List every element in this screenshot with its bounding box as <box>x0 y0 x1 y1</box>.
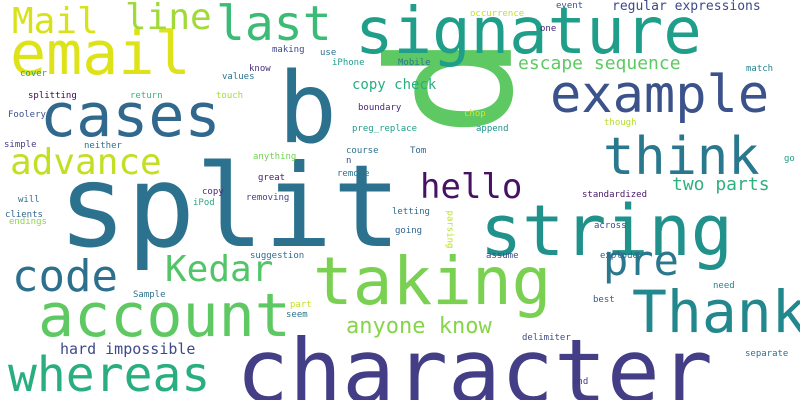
word-match: match <box>746 64 774 74</box>
word-b: b <box>278 52 338 166</box>
word-anything: anything <box>253 152 297 162</box>
word-email: email <box>10 19 191 89</box>
word-suggestion: suggestion <box>250 251 305 261</box>
word-two-parts: two parts <box>672 174 770 195</box>
word-anyone-know: anyone know <box>346 314 492 339</box>
word-clients: clients <box>5 210 43 220</box>
word-hello: hello <box>420 167 523 207</box>
word-signature: signature <box>355 0 702 69</box>
word-chop: chop <box>464 109 486 119</box>
word-string: string <box>480 190 733 272</box>
word-think: think <box>603 127 760 187</box>
word-copy-check: copy check <box>352 77 437 93</box>
word-thank: Thank <box>632 278 800 346</box>
word-touch: touch <box>216 91 244 101</box>
word-seem: seem <box>286 310 308 320</box>
word-letting: letting <box>392 207 430 217</box>
word-example: example <box>550 65 770 125</box>
word-delimiter: delimiter <box>522 333 571 343</box>
word-pre: pre <box>603 236 679 285</box>
word-n: n <box>346 156 352 166</box>
word-append: append <box>476 124 509 134</box>
word-iphone: iPhone <box>332 58 365 68</box>
word-mobile: Mobile <box>398 58 431 68</box>
word-one: one <box>540 24 557 34</box>
word-character: character <box>236 320 713 400</box>
word-neither: neither <box>84 141 122 151</box>
word-last: last <box>216 0 332 52</box>
word-copy: copy <box>202 187 224 197</box>
word-account: account <box>38 281 291 351</box>
word-cases: cases <box>40 81 221 151</box>
word-foolery: Foolery <box>8 110 46 120</box>
word-escape-sequence: escape sequence <box>518 53 681 74</box>
word-go: go <box>784 154 795 164</box>
word-part: part <box>290 300 312 310</box>
word-use: use <box>320 48 337 58</box>
word-best: best <box>593 295 615 305</box>
word-split: split <box>58 140 402 273</box>
word-ipod: iPod <box>193 198 215 208</box>
word-going: going <box>395 226 423 236</box>
word-making: making <box>272 45 305 55</box>
word-remove: remove <box>337 169 370 179</box>
word-event: event <box>556 1 584 11</box>
word-cover: cover <box>20 69 48 79</box>
word-mail: Mail <box>12 1 99 42</box>
word-preg-replace: preg_replace <box>352 124 418 134</box>
word-need: need <box>713 281 735 291</box>
word-though: though <box>604 118 637 128</box>
word-assume: assume <box>486 251 519 261</box>
word-standardized: standardized <box>582 190 648 200</box>
word-end: end <box>572 377 589 387</box>
word-line: line <box>125 0 212 38</box>
word-boundary: boundary <box>358 103 402 113</box>
word-hard-impossible: hard impossible <box>60 340 196 358</box>
word-separate: separate <box>745 349 789 359</box>
word-taking: taking <box>313 243 552 320</box>
word-explode: explode <box>600 251 638 261</box>
word-simple: simple <box>4 140 37 150</box>
word-parsing: parsing <box>444 210 455 249</box>
word-great: great <box>258 173 286 183</box>
word-code: code <box>12 251 118 302</box>
word-know: know <box>249 64 271 74</box>
word-course: course <box>346 146 379 156</box>
word-splitting: splitting <box>28 91 77 101</box>
word-advance: advance <box>10 142 162 183</box>
word-will: will <box>18 195 40 205</box>
word-across: across <box>594 221 627 231</box>
word-occurrence: occurrence <box>470 9 525 19</box>
word-removing: removing <box>246 193 290 203</box>
word-values: values <box>222 72 255 82</box>
word-whereas: whereas <box>8 347 211 400</box>
word-tom: Tom <box>410 146 427 156</box>
word-kedar: Kedar <box>165 249 274 290</box>
word-return: return <box>130 91 163 101</box>
word-sample: Sample <box>133 290 166 300</box>
word-regular-expressions: regular expressions <box>612 0 761 14</box>
word-endings: endings <box>9 217 47 227</box>
